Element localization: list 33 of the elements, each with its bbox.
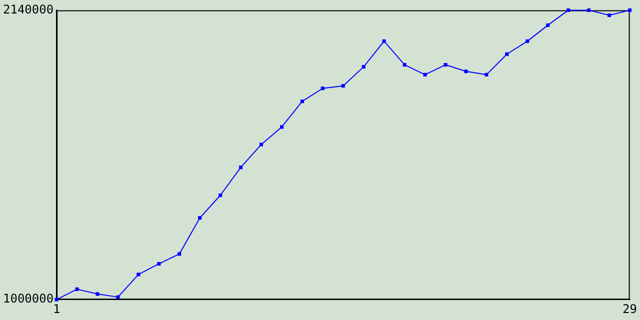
point <box>260 142 264 146</box>
point <box>587 8 591 12</box>
point <box>157 262 161 266</box>
point <box>136 272 140 276</box>
point <box>178 252 182 256</box>
point <box>444 63 448 67</box>
point <box>96 292 100 296</box>
point <box>300 100 304 104</box>
point <box>402 63 406 67</box>
point <box>628 8 632 12</box>
point <box>505 52 509 56</box>
point <box>362 65 366 69</box>
point <box>280 125 284 129</box>
point <box>526 39 530 43</box>
point <box>54 298 58 302</box>
point <box>341 84 345 88</box>
point <box>239 166 243 170</box>
y-tick-label: 1000000 <box>2 292 54 306</box>
point <box>320 86 324 90</box>
y-tick-label: 2140000 <box>2 2 54 16</box>
point <box>116 295 120 299</box>
point <box>608 14 612 18</box>
point <box>382 39 386 43</box>
point <box>546 23 550 27</box>
point <box>464 70 468 74</box>
point <box>423 72 427 76</box>
x-tick-label: 29 <box>622 302 637 316</box>
point <box>198 216 202 220</box>
point <box>566 8 570 12</box>
x-tick-label: 1 <box>52 302 60 316</box>
point <box>484 72 488 76</box>
point <box>218 193 222 198</box>
point <box>75 287 79 291</box>
